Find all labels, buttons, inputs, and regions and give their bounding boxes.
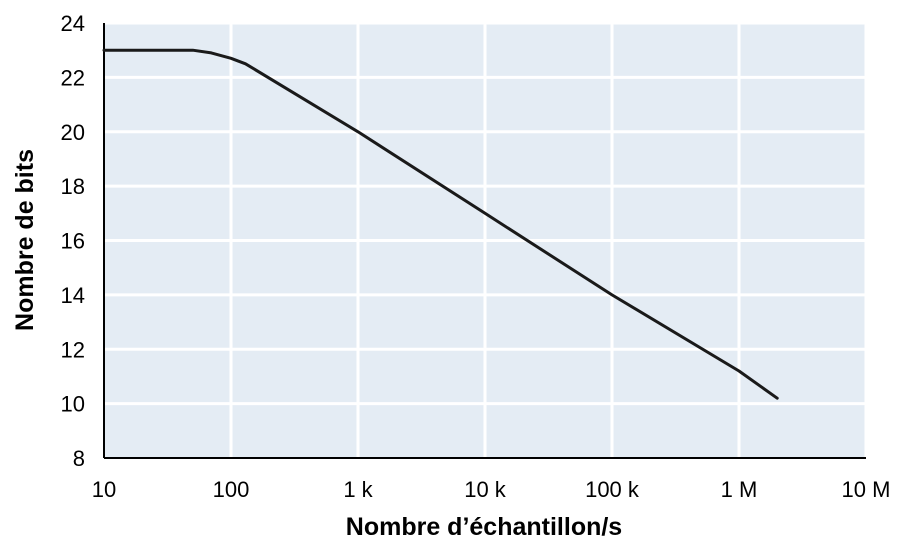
y-tick-label: 10 <box>61 392 85 417</box>
y-tick-label: 22 <box>61 65 85 90</box>
y-axis-title: Nombre de bits <box>11 149 39 331</box>
y-tick-label: 16 <box>61 229 85 254</box>
y-tick-label: 20 <box>61 120 85 145</box>
x-tick-label: 100 <box>213 477 250 502</box>
x-axis-title: Nombre d’échantillon/s <box>346 513 622 541</box>
y-tick-label: 24 <box>61 11 85 36</box>
x-tick-label: 10 M <box>842 477 891 502</box>
series-layer <box>102 48 779 400</box>
x-tick-label: 1 k <box>343 477 373 502</box>
horizontal-gridlines <box>104 21 866 406</box>
x-tick-label: 10 k <box>464 477 507 502</box>
y-tick-label: 8 <box>73 446 85 471</box>
y-tick-label: 12 <box>61 337 85 362</box>
x-tick-label: 10 <box>92 477 116 502</box>
y-tick-label: 14 <box>61 283 85 308</box>
y-axis-tick-labels: 8 10 12 14 16 18 20 22 24 <box>61 11 85 471</box>
x-tick-label: 100 k <box>585 477 640 502</box>
x-tick-label: 1 M <box>721 477 758 502</box>
series-line <box>102 48 779 400</box>
y-tick-label: 18 <box>61 174 85 199</box>
x-axis-tick-labels: 10 100 1 k 10 k 100 k 1 M 10 M <box>92 477 891 502</box>
